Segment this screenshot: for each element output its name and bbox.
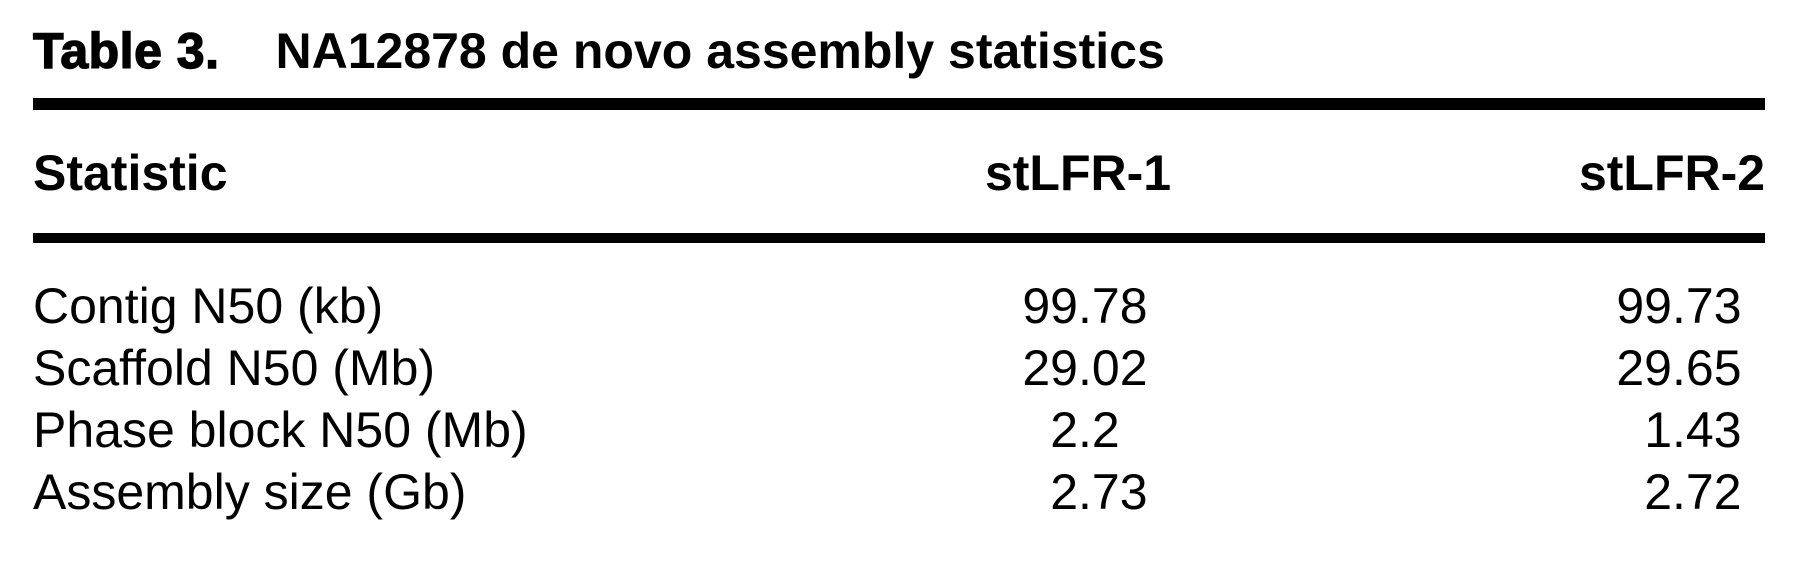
column-header-stlfr2: stLFR-2 [1578, 145, 1766, 201]
table-body: Contig N50 (kb) 99.78 99.73 Scaffold N50… [0, 275, 1800, 523]
cell-stlfr2-value: 99.73 [1616, 278, 1742, 334]
top-rule [33, 98, 1765, 110]
cell-statistic: Scaffold N50 (Mb) [33, 340, 436, 396]
cell-stlfr1-value: 99.78 [1022, 278, 1148, 334]
table-row: Assembly size (Gb) 2.73 2.72 [0, 461, 1800, 523]
cell-stlfr2-value: 29.65 [1616, 340, 1742, 396]
cell-stlfr1-value: 2.73 [1050, 464, 1148, 520]
header-rule [33, 233, 1765, 243]
column-header-statistic: Statistic [33, 145, 228, 201]
cell-stlfr2-value: 2.72 [1644, 464, 1742, 520]
cell-statistic: Assembly size (Gb) [33, 464, 467, 520]
table-row: Phase block N50 (Mb) 2.2 1.43 [0, 399, 1800, 461]
column-header-stlfr1: stLFR-1 [984, 145, 1172, 201]
table-row: Contig N50 (kb) 99.78 99.73 [0, 275, 1800, 337]
table-number-label: Table 3. [32, 23, 220, 79]
table-header-row: Statistic stLFR-1 stLFR-2 [0, 147, 1800, 199]
table-title: Table 3. NA12878 de novo assembly statist… [32, 23, 1165, 79]
cell-stlfr1-value: 2.2 [1050, 402, 1120, 458]
table-caption: NA12878 de novo assembly statistics [275, 23, 1165, 79]
cell-stlfr1-value: 29.02 [1022, 340, 1148, 396]
cell-statistic: Contig N50 (kb) [33, 278, 384, 334]
table-row: Scaffold N50 (Mb) 29.02 29.65 [0, 337, 1800, 399]
cell-statistic: Phase block N50 (Mb) [33, 402, 528, 458]
cell-stlfr2-value: 1.43 [1644, 402, 1742, 458]
